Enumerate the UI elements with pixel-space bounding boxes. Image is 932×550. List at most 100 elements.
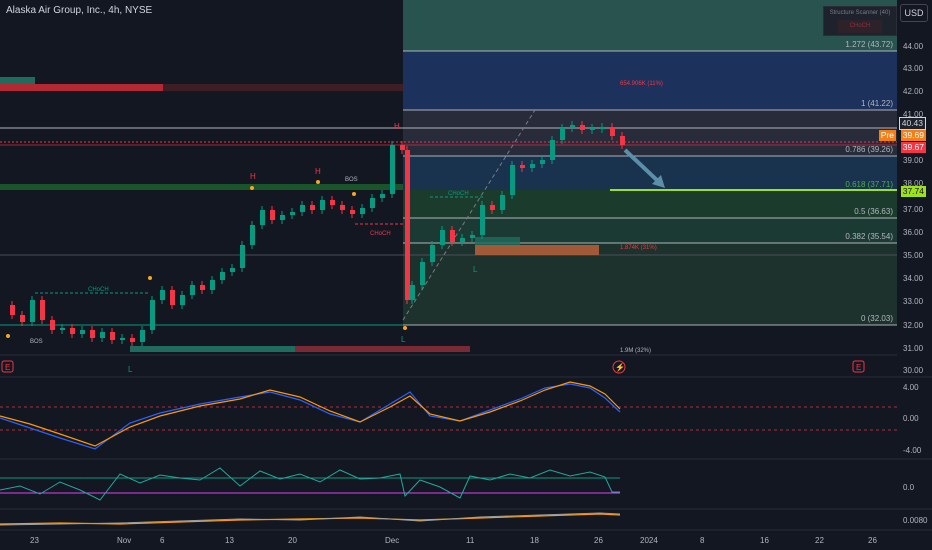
svg-text:1 (41.22): 1 (41.22) (861, 99, 893, 108)
volume-profile-low-green (130, 346, 295, 352)
support-band (0, 184, 403, 190)
svg-text:23: 23 (30, 536, 39, 545)
candle-body (470, 235, 475, 238)
earnings-icon (1, 360, 14, 373)
candle-body (550, 140, 555, 160)
svg-text:35.00: 35.00 (903, 251, 924, 260)
svg-text:13: 13 (225, 536, 234, 545)
svg-text:0.618 (37.71): 0.618 (37.71) (845, 180, 893, 189)
svg-text:33.00: 33.00 (903, 297, 924, 306)
svg-text:BOS: BOS (345, 177, 358, 183)
oscillator-pane (0, 467, 620, 501)
dividend-icon (612, 360, 626, 374)
swing-labels: H H H L L L (128, 122, 478, 374)
supply-box (475, 245, 599, 255)
event-markers[interactable]: E E ⚡ (1, 360, 865, 374)
down-arrow-icon (623, 148, 662, 185)
fib-zone-green3 (403, 243, 897, 325)
svg-text:8: 8 (700, 536, 705, 545)
candle-body (320, 200, 325, 210)
volume-profile-dark (163, 84, 403, 91)
volume-profile-green (0, 77, 35, 84)
svg-text:L: L (473, 265, 478, 274)
swing-dot (250, 186, 254, 190)
time-axis[interactable]: 23 Nov 6 13 20 Dec 11 18 26 2024 8 16 22… (30, 536, 877, 545)
candle-body (490, 205, 495, 210)
svg-text:H: H (250, 172, 256, 181)
svg-text:42.00: 42.00 (903, 87, 924, 96)
svg-text:44.00: 44.00 (903, 42, 924, 51)
candle-body (340, 205, 345, 210)
candle-body (140, 330, 145, 342)
candle-body (380, 194, 385, 198)
candle-body (170, 290, 175, 305)
candle-body (420, 262, 425, 285)
structure-scanner-panel: Structure Scanner (40) CHoCH (823, 6, 897, 36)
target-price-tag: 37.74 (900, 186, 926, 197)
fib-zone-top (403, 0, 897, 51)
candle-body (30, 300, 35, 322)
candle-body (500, 195, 505, 210)
candle-body (10, 305, 15, 315)
demand-box (475, 237, 520, 245)
rsi-axis-label: 0.0 (903, 483, 915, 492)
svg-text:CHoCH: CHoCH (88, 287, 109, 293)
candle-body (610, 127, 615, 136)
svg-text:0.00: 0.00 (903, 414, 919, 423)
svg-text:Dec: Dec (385, 536, 399, 545)
candle-body (270, 210, 275, 220)
candle-body (150, 300, 155, 330)
scanner-title: Structure Scanner (40) (829, 10, 891, 16)
candlesticks (6, 121, 625, 346)
candle-body (210, 280, 215, 290)
swing-dot (148, 276, 152, 280)
volume-profile-red (0, 84, 163, 91)
candle-body (620, 136, 625, 145)
svg-text:16: 16 (760, 536, 769, 545)
candle-body (540, 160, 545, 164)
candle-body (190, 285, 195, 295)
swing-dot (316, 180, 320, 184)
candle-body (440, 230, 445, 245)
earnings-icon-future (852, 360, 865, 373)
svg-text:0.382 (35.54): 0.382 (35.54) (845, 232, 893, 241)
macd-pane (0, 381, 897, 450)
candle-body (460, 238, 465, 242)
candle-body (405, 150, 410, 300)
candle-body (480, 205, 485, 235)
candle-body (290, 212, 295, 215)
candle-body (240, 245, 245, 268)
svg-text:20: 20 (288, 536, 297, 545)
candle-body (600, 127, 605, 129)
svg-text:H: H (315, 167, 321, 176)
svg-text:11: 11 (466, 536, 475, 545)
svg-text:41.00: 41.00 (903, 110, 924, 119)
currency-button[interactable]: USD (900, 4, 928, 22)
candle-body (50, 320, 55, 330)
svg-text:L: L (401, 335, 406, 344)
svg-text:1.272 (43.72): 1.272 (43.72) (845, 40, 893, 49)
svg-text:18: 18 (530, 536, 539, 545)
annotations: 654.906K (11%) 1.874K (31%) 1.9M (32%) C… (30, 81, 663, 354)
svg-text:1.9M (32%): 1.9M (32%) (620, 348, 651, 354)
price-axis[interactable]: 44.00 43.00 42.00 41.00 39.00 38.00 37.0… (903, 42, 924, 375)
candle-body (520, 165, 525, 168)
svg-text:E: E (5, 363, 10, 372)
candle-body (220, 272, 225, 280)
macd-axis: 4.00 0.00 -4.00 (903, 383, 922, 455)
pre-market-tag: Pre (878, 130, 896, 141)
projection-line (402, 109, 536, 321)
candle-body (530, 164, 535, 168)
svg-text:43.00: 43.00 (903, 64, 924, 73)
svg-text:26: 26 (868, 536, 877, 545)
bottom-axis-label: 0.0080 (903, 516, 928, 525)
svg-text:30.00: 30.00 (903, 366, 924, 375)
volume-trend-pane (0, 512, 621, 526)
svg-text:L: L (128, 365, 133, 374)
swing-dot (352, 192, 356, 196)
candle-body (160, 290, 165, 300)
svg-text:0 (32.03): 0 (32.03) (861, 314, 893, 323)
candle-body (90, 330, 95, 338)
candle-body (360, 208, 365, 214)
